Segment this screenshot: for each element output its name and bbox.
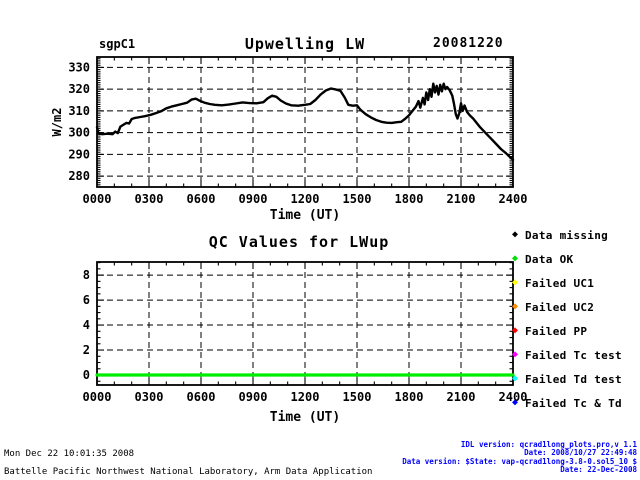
x-tick-label: 1200 xyxy=(291,390,320,404)
y-tick-label: 300 xyxy=(68,126,90,140)
data-date-line: Date: 22-Dec-2008 xyxy=(560,464,637,474)
y-tick-label: 2 xyxy=(83,343,90,357)
legend-item: ◆ Failed Td test xyxy=(512,371,622,387)
x-tick-label: 0600 xyxy=(187,192,216,206)
legend-item: ◆ Data OK xyxy=(512,251,622,267)
x-tick-label: 1500 xyxy=(343,192,372,206)
y-tick-label: 0 xyxy=(83,368,90,382)
qc-chart-title: QC Values for LWup xyxy=(208,233,390,251)
x-tick-label: 0300 xyxy=(135,192,164,206)
y-tick-label: 290 xyxy=(68,147,90,161)
legend-item-label: Data OK xyxy=(525,252,574,266)
legend-item-label: Failed PP xyxy=(525,324,588,338)
legend-item: ◆ Failed UC2 xyxy=(512,299,622,315)
legend-item-label: Failed Td test xyxy=(525,372,622,386)
x-tick-label: 0000 xyxy=(83,192,112,206)
legend-item: ◆ Failed Tc test xyxy=(512,347,622,363)
diamond-marker-icon: ◆ xyxy=(512,277,519,288)
x-tick-label: 2100 xyxy=(447,390,476,404)
qc-legend: ◆ Data missing ◆ Data OK ◆ Failed UC1 ◆ … xyxy=(512,227,622,411)
plot-frame xyxy=(96,56,514,188)
legend-item-label: Data missing xyxy=(525,228,609,242)
x-tick-label: 1200 xyxy=(291,192,320,206)
upwelling-chart-title: Upwelling LW xyxy=(244,35,366,53)
y-tick-label: 310 xyxy=(68,104,90,118)
legend-item-label: Failed UC2 xyxy=(525,300,595,314)
y-tick-label: 280 xyxy=(68,169,90,183)
y-tick-label: 330 xyxy=(68,60,90,74)
y-tick-label: 4 xyxy=(83,318,90,332)
footer-version-info: IDL version: qcrad1long_plots.pro,v 1.1 … xyxy=(402,440,637,474)
diamond-marker-icon: ◆ xyxy=(512,349,519,360)
x-tick-label: 1800 xyxy=(395,390,424,404)
diamond-marker-icon: ◆ xyxy=(512,253,519,264)
legend-item-label: Failed Tc test xyxy=(525,348,622,362)
y-tick-label: 6 xyxy=(83,293,90,307)
legend-item: ◆ Data missing xyxy=(512,227,622,243)
diamond-marker-icon: ◆ xyxy=(512,373,519,384)
qc-values-plot: 0000 0300 0600 0900 1200 1500 1800 2100 2400 0 2 4 6… xyxy=(83,261,528,404)
x-tick-label: 1800 xyxy=(395,192,424,206)
x-tick-label: 2400 xyxy=(499,192,528,206)
lwup-series-line xyxy=(95,82,515,161)
y-tick-label: 8 xyxy=(83,268,90,282)
y-tick-label: 320 xyxy=(68,82,90,96)
diamond-marker-icon: ◆ xyxy=(512,301,519,312)
legend-item: ◆ Failed PP xyxy=(512,323,622,339)
data-version-line: Data version: $State: vap-qcrad1long-3.8… xyxy=(402,456,637,466)
x-tick-label: 0900 xyxy=(239,192,268,206)
y-axis-title: W/m2 xyxy=(50,107,64,137)
x-tick-label: 1500 xyxy=(343,390,372,404)
legend-item-label: Failed Tc & Td xyxy=(525,396,622,410)
x-axis-title-bottom: Time (UT) xyxy=(269,410,341,425)
diamond-marker-icon: ◆ xyxy=(512,229,519,240)
x-tick-label: 0900 xyxy=(239,390,268,404)
legend-item-label: Failed UC1 xyxy=(525,276,595,290)
plot-timestamp: Mon Dec 22 10:01:35 2008 xyxy=(4,449,135,459)
idl-version-line: IDL version: qcrad1long_plots.pro,v 1.1 xyxy=(460,440,637,449)
plot-frame xyxy=(96,261,514,386)
station-label: sgpC1 xyxy=(99,37,136,51)
x-tick-label: 0600 xyxy=(187,390,216,404)
diamond-marker-icon: ◆ xyxy=(512,397,519,408)
idl-date-line: Date: 2008/10/27 22:49:48 xyxy=(524,448,637,458)
legend-item: ◆ Failed UC1 xyxy=(512,275,622,291)
footer-left: Mon Dec 22 10:01:35 2008 Battelle Pacifi… xyxy=(4,445,372,480)
diamond-marker-icon: ◆ xyxy=(512,325,519,336)
x-axis-title-top: Time (UT) xyxy=(269,208,341,223)
laboratory-credit: Battelle Pacific Northwest National Labo… xyxy=(4,467,373,477)
x-tick-label: 2100 xyxy=(447,192,476,206)
date-label: 20081220 xyxy=(433,36,504,51)
x-tick-label: 0000 xyxy=(83,390,112,404)
x-tick-label: 0300 xyxy=(135,390,164,404)
x-tick-label: 2400 xyxy=(499,390,528,404)
legend-item: ◆ Failed Tc & Td xyxy=(512,395,622,411)
upwelling-lw-plot: 0000 0300 0600 0900 1200 1500 1800 2100 2400 280 2… xyxy=(68,56,528,206)
